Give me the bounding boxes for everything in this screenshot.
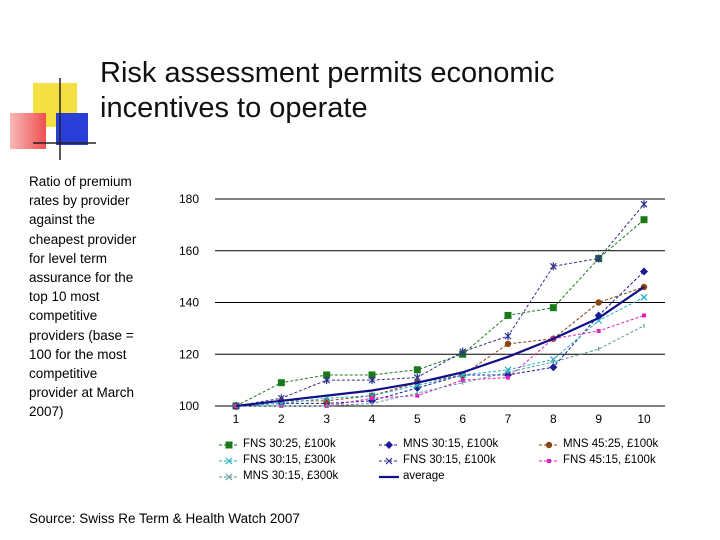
data-point — [595, 254, 603, 263]
legend-item: MNS 45:25, £100k — [538, 437, 698, 452]
legend-item: FNS 30:15, £300k — [218, 453, 378, 468]
legend-swatch — [219, 457, 239, 464]
legend-item: FNS 30:25, £100k — [218, 437, 378, 452]
x-tick-label: 6 — [459, 412, 466, 426]
legend-label: MNS 30:15, £300k — [243, 470, 339, 482]
legend-swatch — [539, 441, 559, 448]
y-tick-label: 120 — [179, 347, 199, 361]
logo — [10, 78, 96, 160]
data-point — [504, 340, 512, 348]
slide-title: Risk assessment permits economic incenti… — [100, 57, 555, 124]
source-note: Source: Swiss Re Term & Health Watch 200… — [29, 511, 300, 526]
series-line — [236, 325, 645, 407]
x-tick-label: 7 — [505, 412, 512, 426]
legend-swatch — [219, 473, 239, 480]
x-tick-label: 8 — [550, 412, 557, 426]
legend-swatch — [539, 458, 559, 463]
series-line — [235, 219, 645, 407]
data-point — [640, 216, 648, 224]
data-point — [368, 371, 376, 379]
series-line — [235, 286, 645, 407]
legend-label: MNS 45:25, £100k — [563, 438, 659, 450]
x-tick-label: 9 — [595, 412, 602, 426]
data-point — [549, 356, 557, 363]
data-point — [413, 373, 421, 382]
legend-label: MNS 30:15, £100k — [403, 438, 499, 450]
legend-item: average — [378, 469, 538, 484]
data-point — [596, 328, 601, 333]
data-point — [504, 370, 512, 379]
x-tick-label: 2 — [278, 412, 285, 426]
legend-swatch — [219, 441, 239, 448]
legend-item: FNS 45:15, £100k — [538, 453, 698, 468]
legend-item: MNS 30:15, £300k — [218, 469, 378, 484]
x-tick-label: 5 — [414, 412, 421, 426]
series-line — [235, 203, 645, 407]
chart-description: Ratio of premium rates by provider again… — [29, 174, 137, 420]
legend-swatch — [379, 475, 399, 478]
logo-blue-square — [56, 113, 88, 145]
data-point — [640, 267, 648, 276]
x-tick-label: 3 — [323, 412, 330, 426]
data-point — [413, 366, 421, 374]
data-point — [459, 347, 467, 356]
data-point — [277, 379, 285, 387]
y-tick-label: 180 — [179, 192, 199, 206]
data-point — [370, 396, 374, 401]
data-point — [549, 304, 557, 312]
data-point — [506, 375, 510, 380]
x-tick-label: 1 — [233, 412, 240, 426]
legend-item: FNS 30:15, £100k — [378, 453, 538, 468]
legend-label: FNS 30:25, £100k — [243, 438, 336, 450]
x-tick-label: 4 — [369, 412, 376, 426]
legend-swatch — [379, 440, 399, 449]
line-chart: 100 120 140 160 180 1 2 3 4 5 6 7 8 9 10 — [179, 192, 665, 426]
legend-label: FNS 45:15, £100k — [563, 454, 656, 466]
series-line — [235, 296, 645, 407]
data-point — [549, 363, 558, 372]
legend-swatch — [379, 457, 399, 464]
series-line — [235, 271, 645, 407]
data-point — [368, 376, 376, 385]
data-point — [415, 393, 420, 398]
data-point — [640, 200, 648, 209]
data-point — [460, 378, 465, 383]
data-point — [595, 299, 602, 306]
legend-label: FNS 30:15, £100k — [403, 454, 496, 466]
data-point — [640, 293, 648, 301]
series-line — [235, 286, 645, 408]
data-point — [323, 371, 331, 379]
y-tick-label: 140 — [179, 296, 199, 310]
legend-label: FNS 30:15, £300k — [243, 454, 336, 466]
data-point — [413, 383, 422, 392]
chart-legend: FNS 30:25, £100k MNS 30:15, £100k MNS 45:2… — [218, 437, 698, 484]
data-point — [504, 311, 512, 319]
legend-label: average — [403, 470, 445, 482]
legend-item: MNS 30:15, £100k — [378, 437, 538, 452]
x-tick-label: 10 — [637, 412, 651, 426]
y-tick-label: 100 — [179, 399, 199, 413]
data-point — [323, 376, 331, 385]
data-point — [642, 313, 646, 318]
y-tick-label: 160 — [179, 244, 199, 258]
data-point — [549, 262, 557, 271]
data-point — [504, 332, 512, 341]
